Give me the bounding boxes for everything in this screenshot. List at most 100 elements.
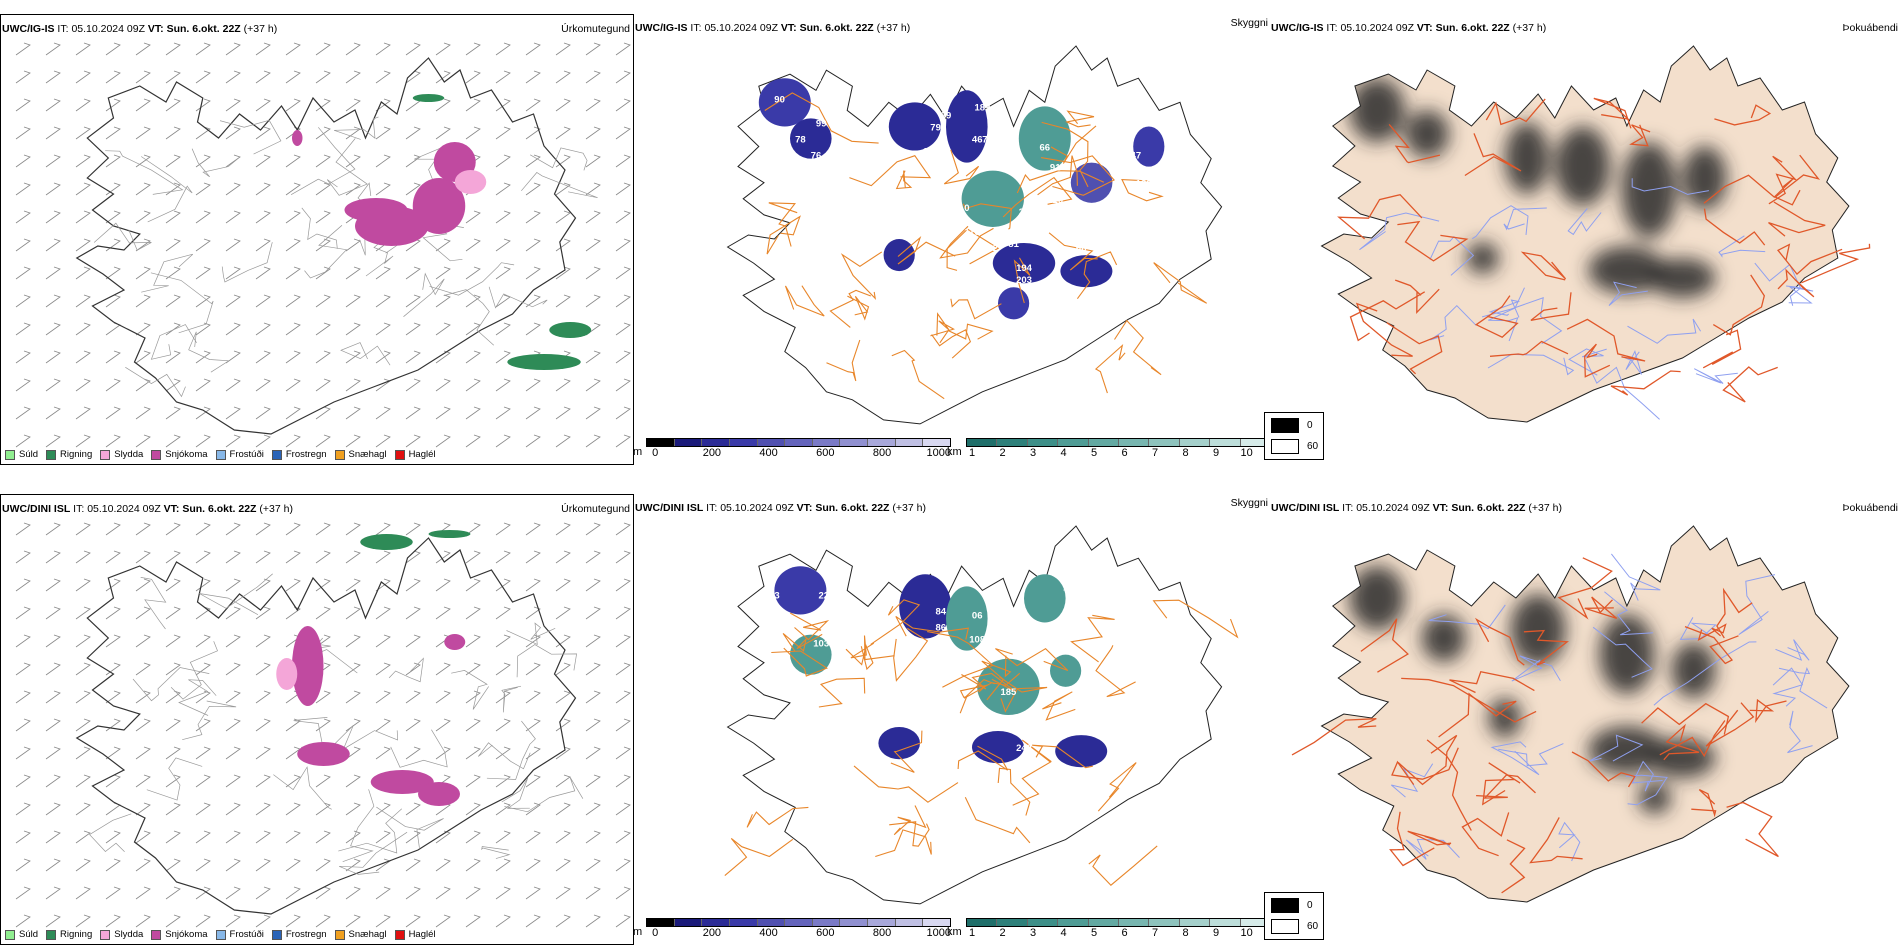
colorbar-swatch (729, 919, 758, 926)
visibility-value-label: 102 (922, 211, 938, 222)
precip-areas (292, 94, 592, 370)
panel-field-name: Þokuábendi (1842, 22, 1898, 34)
colorbar-tick: 8 (1182, 927, 1189, 939)
colorbar-tick: 600 (816, 927, 835, 939)
panel-field-name: Skyggni (1230, 17, 1268, 29)
roads (89, 573, 584, 875)
visibility-value-label: 65 (811, 74, 822, 85)
low-visibility-areas (758, 78, 1165, 320)
precip-type-legend: Súld Rigning Slydda Snjókoma Frostúði Fr… (5, 929, 444, 940)
fog-shade (1588, 726, 1666, 774)
visibility-value-label: 510 (954, 203, 970, 214)
visibility-value-label: 95 (894, 223, 905, 234)
legend-item-frostudi: Frostúði (215, 929, 264, 940)
visibility-value-label: 66 (1040, 143, 1051, 154)
visibility-value-label: 73 (1019, 723, 1030, 734)
colorbar-swatch (702, 439, 730, 446)
visibility-value-label: 93 (769, 590, 780, 601)
visibility-value-label: 46 (972, 135, 983, 146)
colorbar-swatch (923, 919, 951, 926)
colorbar-tick: 6 (1121, 447, 1128, 459)
wind-barbs (15, 522, 631, 928)
legend-item-slydda: Slydda (100, 929, 143, 940)
visibility-value-label: 377 (1068, 602, 1084, 613)
colorbar-swatch (757, 439, 786, 446)
legend-item-slydda: Slydda (100, 449, 143, 460)
colorbar-tick: 1000 (926, 927, 952, 939)
visibility-value-label: 116 (923, 147, 938, 158)
fog-shade (1682, 146, 1727, 210)
visibility-value-label: 83 (988, 719, 999, 730)
visibility-value-label: 74 (832, 98, 843, 109)
legend-item-snjokoma: Snjókoma (151, 449, 208, 460)
colorbar-swatch (997, 919, 1028, 926)
visibility-value-label: 108 (969, 635, 985, 646)
colorbar-m-swatches (646, 918, 951, 927)
colorbar-tick: 1 (969, 447, 976, 459)
visibility-m-colorbar: m 0 200 400 600 800 1000 (634, 918, 952, 941)
precip-type-map (15, 42, 631, 448)
panel-field-name: Úrkomutegund (561, 23, 630, 35)
visibility-value-label: 203 (1016, 275, 1032, 286)
colorbar-swatch (1058, 439, 1089, 446)
fog-shade (1510, 594, 1566, 666)
visibility-value-label: 91 (1050, 163, 1061, 174)
panel-field-name: Skyggni (1230, 497, 1268, 509)
colorbar-km-ticks: 1 2 3 4 5 6 7 8 9 10 (966, 447, 1270, 461)
colorbar-tick: 7 (1152, 927, 1159, 939)
colorbar-m-ticks: 0 200 400 600 800 1000 (646, 447, 951, 461)
roads (93, 116, 598, 398)
colorbar-tick: 9 (1213, 447, 1220, 459)
precip-type-panel-bottom: UWC/DINI ISL IT: 05.10.2024 09Z VT: Sun.… (0, 494, 634, 945)
visibility-panel-bottom: UWC/DINI ISL IT: 05.10.2024 09Z VT: Sun.… (634, 494, 1270, 945)
visibility-value-label: 75 (894, 711, 905, 722)
colorbar-swatch (1119, 919, 1150, 926)
colorbar-tick: 7 (1152, 447, 1159, 459)
colorbar-unit: km (947, 446, 962, 458)
fog-map (1320, 45, 1871, 423)
low-visibility-areas (774, 566, 1108, 768)
iceland-land (1320, 45, 1850, 423)
visibility-value-label: 70 (982, 135, 993, 146)
fog-map (1291, 525, 1850, 903)
visibility-m-colorbar: m 0 200 400 600 800 1000 (634, 438, 951, 461)
fog-shade (1554, 126, 1611, 206)
colorbar-swatch (785, 439, 813, 446)
fog-shade (1649, 738, 1716, 778)
fog-shade (1465, 242, 1500, 274)
colorbar-tick: 1000 (926, 447, 952, 459)
colorbar-tick: 400 (759, 447, 778, 459)
colorbar-swatch (757, 919, 786, 926)
colorbar-unit: m (634, 446, 643, 458)
colorbar-swatch (1027, 439, 1059, 446)
visibility-value-label: 225 (818, 590, 835, 601)
fog-legend-top: 0 60 (1264, 412, 1324, 460)
colorbar-tick: 9 (1213, 927, 1220, 939)
fog-legend-bottom: 0 60 (1264, 892, 1324, 940)
visibility-value-label: 174 (1063, 582, 1080, 593)
fog-shade (1504, 122, 1550, 194)
colorbar-tick: 4 (1060, 927, 1067, 939)
colorbar-swatch (1149, 439, 1180, 446)
colorbar-tick: 10 (1240, 447, 1253, 459)
visibility-value-label: 74 (821, 558, 832, 569)
colorbar-swatch (729, 439, 758, 446)
visibility-value-label: 194 (1016, 263, 1033, 274)
colorbar-swatch (785, 919, 813, 926)
legend-item-hagel: Haglél (394, 929, 436, 940)
precip-type-map (15, 522, 631, 928)
colorbar-unit: m (634, 926, 643, 938)
panel-title: UWC/DINI ISL IT: 05.10.2024 09Z VT: Sun.… (2, 503, 293, 515)
visibility-value-label: 185 (1000, 687, 1017, 698)
visibility-value-label: 84 (936, 606, 947, 617)
legend-item-hagel: Haglél (394, 449, 436, 460)
colorbar-tick: 400 (759, 927, 778, 939)
colorbar-tick: 5 (1091, 927, 1098, 939)
colorbar-m-swatches (646, 438, 951, 447)
iceland-outline (75, 57, 577, 435)
panel-title: UWC/IG-IS IT: 05.10.2024 09Z VT: Sun. 6.… (2, 23, 278, 35)
colorbar-tick: 800 (872, 447, 892, 459)
colorbar-tick: 5 (1091, 447, 1098, 459)
colorbar-unit: km (947, 926, 962, 938)
